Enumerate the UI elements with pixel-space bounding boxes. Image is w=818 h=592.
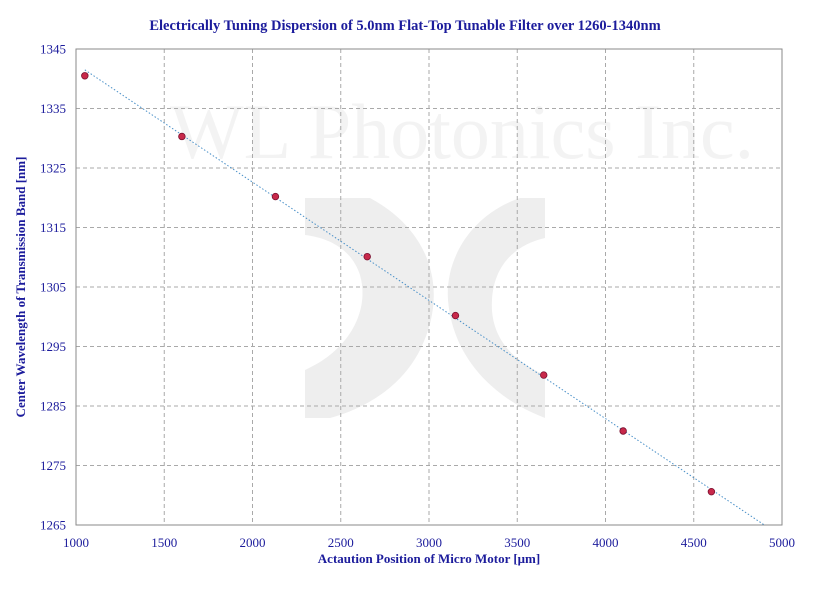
x-tick-label: 2000	[240, 535, 266, 550]
y-tick-label: 1285	[40, 399, 66, 414]
x-tick-label: 4000	[593, 535, 619, 550]
data-point	[451, 311, 460, 320]
y-tick-label: 1275	[40, 458, 66, 473]
y-tick-label: 1305	[40, 280, 66, 295]
y-tick-label: 1325	[40, 161, 66, 176]
data-point	[271, 192, 280, 201]
watermark-text: WL Photonics Inc.	[170, 88, 754, 175]
watermark-logo	[305, 198, 545, 418]
y-tick-label: 1315	[40, 220, 66, 235]
y-tick-labels: 1345 1335 1325 1315 1305 1295 1285 1275 1265	[40, 42, 66, 533]
x-tick-label: 2500	[328, 535, 354, 550]
data-points	[81, 72, 716, 496]
x-tick-label: 3500	[504, 535, 530, 550]
watermark-logo-right	[447, 198, 545, 418]
grid	[76, 49, 782, 525]
x-tick-label: 3000	[416, 535, 442, 550]
plot-frame	[75, 48, 783, 526]
x-tick-label: 1000	[63, 535, 89, 550]
chart-title: Electrically Tuning Dispersion of 5.0nm …	[149, 18, 660, 34]
y-axis-label: Center Wavelength of Transmission Band […	[13, 157, 28, 418]
y-tick-label: 1265	[40, 518, 66, 533]
y-tick-label: 1345	[40, 42, 66, 57]
x-tick-label: 4500	[681, 535, 707, 550]
data-point	[178, 132, 186, 141]
y-tick-label: 1335	[40, 101, 66, 116]
x-tick-label: 5000	[769, 535, 795, 550]
watermark-logo-left	[305, 198, 434, 418]
data-point	[540, 371, 548, 379]
y-tick-label: 1295	[40, 339, 66, 354]
data-point	[81, 72, 89, 80]
data-point	[707, 487, 716, 496]
x-tick-labels: 1000 1500 2000 2500 3000 3500 4000 4500 5000	[63, 535, 795, 550]
x-tick-label: 1500	[151, 535, 177, 550]
data-point	[363, 252, 371, 261]
x-axis-label: Actaution Position of Micro Motor [μm]	[318, 551, 540, 566]
data-point	[619, 427, 627, 435]
